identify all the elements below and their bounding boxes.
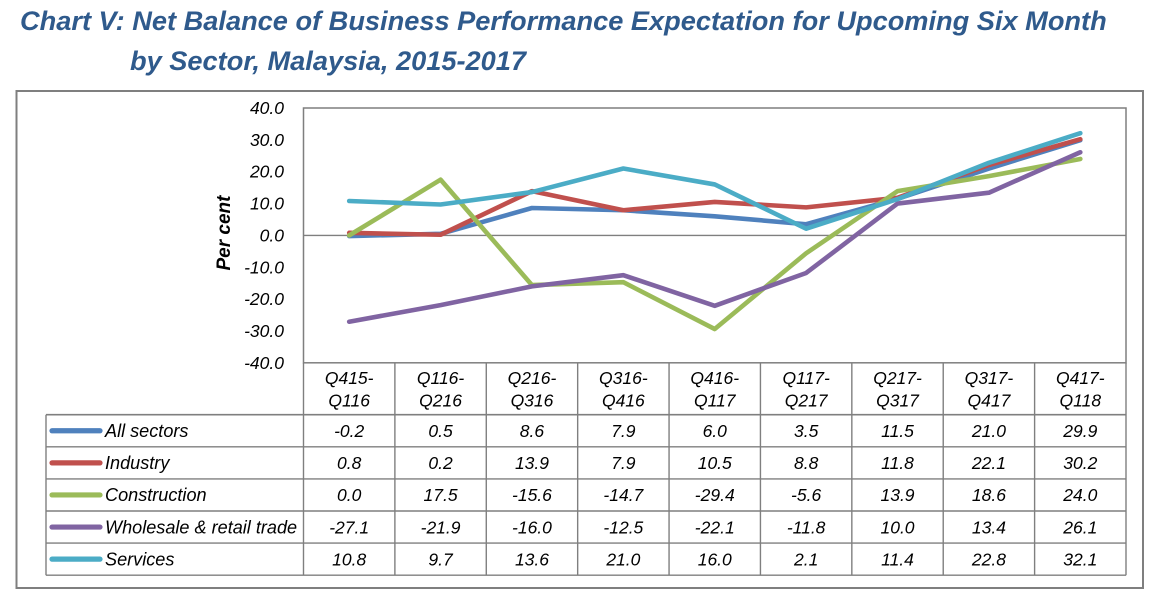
svg-text:Industry: Industry bbox=[105, 453, 170, 473]
svg-text:0.0: 0.0 bbox=[260, 225, 285, 245]
svg-text:30.0: 30.0 bbox=[250, 130, 284, 150]
svg-text:Per cent: Per cent bbox=[214, 195, 235, 271]
svg-text:Q316: Q316 bbox=[511, 391, 554, 411]
svg-text:7.9: 7.9 bbox=[611, 453, 636, 473]
svg-text:-40.0: -40.0 bbox=[244, 353, 284, 373]
svg-text:Q116: Q116 bbox=[328, 391, 370, 411]
svg-text:Q117-: Q117- bbox=[782, 368, 830, 388]
svg-text:13.6: 13.6 bbox=[515, 549, 549, 569]
svg-text:17.5: 17.5 bbox=[424, 485, 458, 505]
svg-text:8.6: 8.6 bbox=[520, 421, 545, 441]
svg-text:-10.0: -10.0 bbox=[244, 257, 284, 277]
svg-text:-15.6: -15.6 bbox=[512, 485, 552, 505]
svg-text:11.4: 11.4 bbox=[881, 549, 914, 569]
svg-text:-11.8: -11.8 bbox=[787, 517, 826, 537]
svg-text:Q216-: Q216- bbox=[508, 368, 557, 388]
svg-text:Services: Services bbox=[105, 549, 174, 569]
svg-text:-16.0: -16.0 bbox=[512, 517, 552, 537]
svg-text:2.1: 2.1 bbox=[793, 549, 818, 569]
svg-text:21.0: 21.0 bbox=[971, 421, 1006, 441]
svg-text:Q317-: Q317- bbox=[965, 368, 1014, 388]
svg-text:40.0: 40.0 bbox=[250, 98, 284, 118]
svg-text:All sectors: All sectors bbox=[104, 421, 188, 441]
svg-text:-0.2: -0.2 bbox=[334, 421, 364, 441]
svg-text:8.8: 8.8 bbox=[794, 453, 819, 473]
svg-text:Q217: Q217 bbox=[785, 391, 829, 411]
svg-text:26.1: 26.1 bbox=[1062, 517, 1097, 537]
svg-text:Q317: Q317 bbox=[876, 391, 920, 411]
svg-text:-21.9: -21.9 bbox=[421, 517, 461, 537]
svg-text:16.0: 16.0 bbox=[698, 549, 732, 569]
svg-text:0.5: 0.5 bbox=[428, 421, 453, 441]
svg-text:24.0: 24.0 bbox=[1062, 485, 1097, 505]
svg-text:22.8: 22.8 bbox=[971, 549, 1006, 569]
svg-text:21.0: 21.0 bbox=[605, 549, 640, 569]
svg-text:Construction: Construction bbox=[105, 485, 207, 505]
svg-text:11.5: 11.5 bbox=[881, 421, 914, 441]
svg-text:-30.0: -30.0 bbox=[244, 321, 284, 341]
svg-text:Q117: Q117 bbox=[694, 391, 737, 411]
svg-text:10.8: 10.8 bbox=[332, 549, 366, 569]
svg-text:Q216: Q216 bbox=[419, 391, 462, 411]
svg-text:0.8: 0.8 bbox=[337, 453, 362, 473]
svg-text:0.2: 0.2 bbox=[428, 453, 453, 473]
svg-text:9.7: 9.7 bbox=[428, 549, 454, 569]
svg-text:-14.7: -14.7 bbox=[603, 485, 644, 505]
svg-text:3.5: 3.5 bbox=[794, 421, 819, 441]
svg-text:11.8: 11.8 bbox=[881, 453, 914, 473]
svg-text:Q416: Q416 bbox=[602, 391, 645, 411]
svg-text:13.9: 13.9 bbox=[515, 453, 549, 473]
svg-text:10.5: 10.5 bbox=[698, 453, 732, 473]
svg-text:Q417-: Q417- bbox=[1056, 368, 1105, 388]
svg-text:Q416-: Q416- bbox=[690, 368, 739, 388]
svg-text:22.1: 22.1 bbox=[971, 453, 1006, 473]
svg-text:-27.1: -27.1 bbox=[329, 517, 369, 537]
svg-text:10.0: 10.0 bbox=[880, 517, 914, 537]
svg-text:0.0: 0.0 bbox=[337, 485, 362, 505]
svg-text:Q118: Q118 bbox=[1060, 391, 1102, 411]
svg-text:10.0: 10.0 bbox=[250, 194, 284, 214]
svg-text:Q415-: Q415- bbox=[325, 368, 374, 388]
svg-text:29.9: 29.9 bbox=[1062, 421, 1097, 441]
svg-text:30.2: 30.2 bbox=[1063, 453, 1097, 473]
svg-text:13.9: 13.9 bbox=[880, 485, 914, 505]
svg-text:-20.0: -20.0 bbox=[244, 289, 284, 309]
svg-text:Q116-: Q116- bbox=[417, 368, 465, 388]
svg-text:6.0: 6.0 bbox=[703, 421, 728, 441]
svg-text:Wholesale & retail trade: Wholesale & retail trade bbox=[105, 517, 297, 537]
svg-text:Q417: Q417 bbox=[968, 391, 1012, 411]
svg-text:20.0: 20.0 bbox=[249, 162, 284, 182]
svg-text:-29.4: -29.4 bbox=[695, 485, 735, 505]
svg-text:-12.5: -12.5 bbox=[603, 517, 643, 537]
svg-text:32.1: 32.1 bbox=[1063, 549, 1097, 569]
svg-text:-22.1: -22.1 bbox=[695, 517, 735, 537]
svg-text:7.9: 7.9 bbox=[611, 421, 636, 441]
svg-text:18.6: 18.6 bbox=[972, 485, 1006, 505]
svg-text:Q316-: Q316- bbox=[599, 368, 648, 388]
svg-text:Q217-: Q217- bbox=[873, 368, 922, 388]
svg-text:13.4: 13.4 bbox=[972, 517, 1006, 537]
svg-text:-5.6: -5.6 bbox=[791, 485, 821, 505]
